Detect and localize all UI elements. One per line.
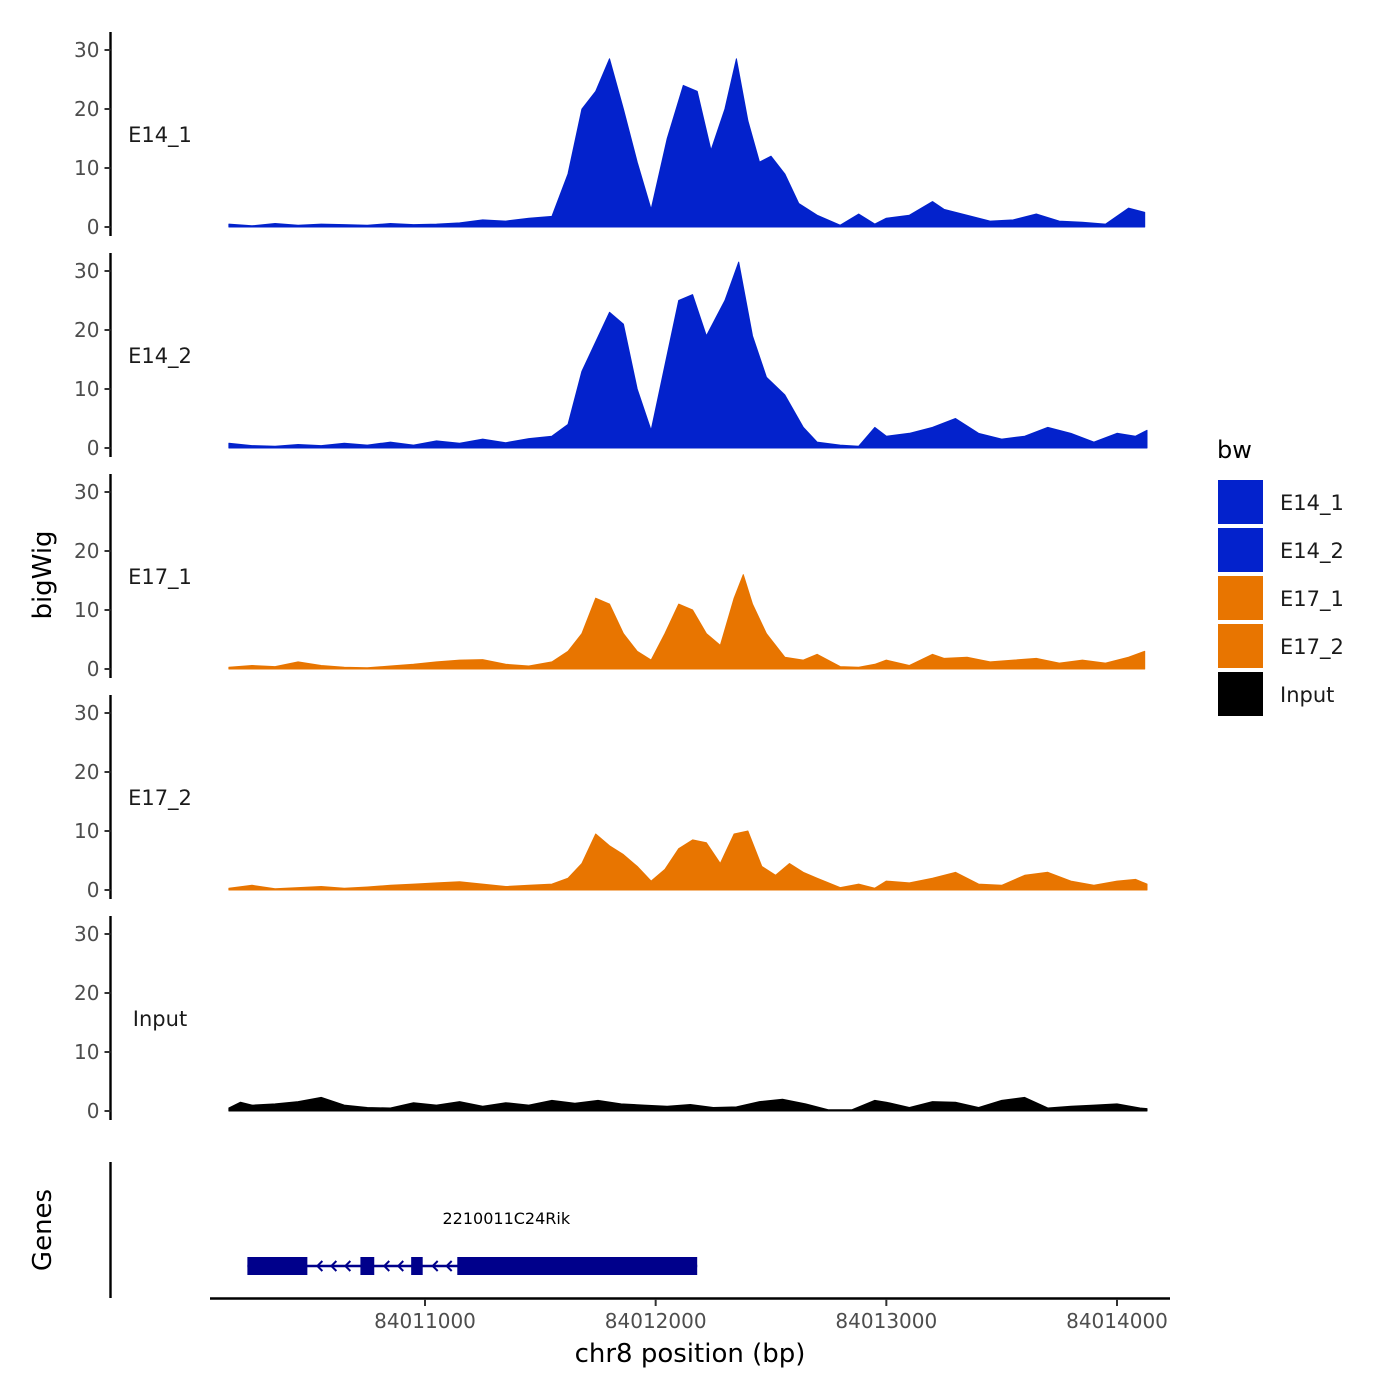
- legend-swatch: [1218, 528, 1263, 572]
- strand-arrow: [315, 1260, 324, 1272]
- coverage-area-input: [228, 1096, 1148, 1112]
- y-tick-label: 30: [74, 259, 99, 283]
- y-tick-label: 30: [74, 480, 99, 504]
- x-tick-label: 84012000: [605, 1309, 707, 1333]
- x-axis: 84011000 84012000 84013000 84014000: [210, 1297, 1170, 1333]
- y-axis-title: bigWig: [28, 530, 58, 619]
- coverage-area-e14_1: [228, 58, 1146, 228]
- strand-arrow: [445, 1260, 453, 1272]
- y-tick-label: 30: [74, 922, 99, 946]
- gene-name-label: 2210011C24Rik: [442, 1209, 570, 1228]
- gene-exon: [411, 1257, 423, 1275]
- coverage-area-e17_2: [228, 830, 1148, 891]
- genes-axis-title: Genes: [28, 1189, 58, 1271]
- legend-label: E17_1: [1280, 587, 1344, 612]
- legend-swatch: [1218, 672, 1263, 716]
- legend-swatch: [1218, 624, 1263, 668]
- y-tick-label: 30: [74, 38, 99, 62]
- panel-label: E14_1: [128, 123, 192, 148]
- legend-swatch: [1218, 480, 1263, 524]
- x-tick-label: 84014000: [1066, 1309, 1168, 1333]
- y-tick-label: 0: [87, 878, 100, 902]
- track-panel-e14_1: 0 10 20 30 E14_1: [74, 32, 1146, 239]
- legend-title: bw: [1217, 436, 1252, 464]
- y-tick-label: 10: [74, 1040, 99, 1064]
- strand-arrow: [396, 1260, 404, 1272]
- y-tick-label: 30: [74, 701, 99, 725]
- x-ticks: 84011000 84012000 84013000 84014000: [374, 1299, 1168, 1333]
- legend: bw E14_1 E14_2 E17_1 E17_2 Input: [1217, 436, 1344, 716]
- panel-label: E17_2: [128, 786, 192, 811]
- y-tick-label: 0: [87, 436, 100, 460]
- legend-label: E17_2: [1280, 635, 1344, 660]
- y-tick-label: 0: [87, 657, 100, 681]
- y-tick-label: 10: [74, 377, 99, 401]
- panel-label: E14_2: [128, 344, 192, 369]
- panel-label: Input: [133, 1007, 187, 1031]
- y-tick-label: 10: [74, 598, 99, 622]
- y-tick-label: 0: [87, 1099, 100, 1123]
- genes-panel: 2210011C24Rik: [109, 1162, 698, 1298]
- track-panel-e14_2: 0 10 20 30 E14_2: [74, 253, 1148, 460]
- y-tick-label: 20: [74, 97, 99, 121]
- gene-exon: [247, 1257, 308, 1275]
- x-tick-label: 84013000: [835, 1309, 937, 1333]
- legend-label: E14_2: [1280, 539, 1344, 564]
- legend-label: E14_1: [1280, 491, 1344, 516]
- y-tick-label: 20: [74, 318, 99, 342]
- gene-exon: [360, 1257, 375, 1275]
- panel-label: E17_1: [128, 565, 192, 590]
- track-panel-e17_1: 0 10 20 30 E17_1: [74, 474, 1146, 681]
- strand-arrow: [329, 1260, 338, 1272]
- legend-swatch: [1218, 576, 1263, 620]
- track-panel-e17_2: 0 10 20 30 E17_2: [74, 695, 1148, 902]
- gene-exon: [457, 1257, 698, 1275]
- strand-arrow: [382, 1260, 390, 1272]
- gene-model: [247, 1257, 698, 1275]
- track-panels: 0 10 20 30 E14_1 0 10 20 30 E14_2 0 10 20 30 E17_1 0 10 2…: [74, 32, 1148, 1123]
- coverage-area-e14_2: [228, 261, 1148, 449]
- y-tick-label: 10: [74, 819, 99, 843]
- y-tick-label: 20: [74, 539, 99, 563]
- y-tick-label: 0: [87, 215, 100, 239]
- strand-arrow: [431, 1260, 439, 1272]
- y-tick-label: 10: [74, 156, 99, 180]
- y-tick-label: 20: [74, 981, 99, 1005]
- strand-arrow: [343, 1260, 352, 1272]
- x-tick-label: 84011000: [374, 1309, 476, 1333]
- coverage-area-e17_1: [228, 574, 1146, 670]
- x-axis-title: chr8 position (bp): [575, 1339, 806, 1369]
- y-tick-label: 20: [74, 760, 99, 784]
- track-panel-input: 0 10 20 30 Input: [74, 916, 1148, 1123]
- legend-label: Input: [1280, 683, 1334, 707]
